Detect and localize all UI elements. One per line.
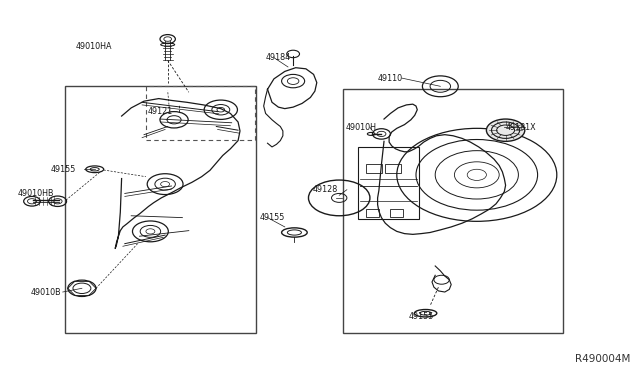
Text: 49181X: 49181X <box>506 123 536 132</box>
Text: 49010HB: 49010HB <box>18 189 54 198</box>
Bar <box>385 164 401 173</box>
Text: 49010B: 49010B <box>31 288 61 296</box>
Text: 49155: 49155 <box>50 165 76 174</box>
Bar <box>366 209 379 217</box>
Bar <box>343 89 563 333</box>
Text: R490004M: R490004M <box>575 354 630 364</box>
Text: 49010H: 49010H <box>346 123 376 132</box>
Bar <box>65 86 256 333</box>
Text: 49184: 49184 <box>266 53 291 62</box>
Bar <box>146 86 255 140</box>
Text: 49110: 49110 <box>378 74 403 83</box>
Text: 49121: 49121 <box>148 107 173 116</box>
Bar <box>390 209 403 217</box>
Text: 49128: 49128 <box>312 185 337 194</box>
Text: 49155: 49155 <box>408 312 434 321</box>
Circle shape <box>486 119 525 141</box>
Text: 49155: 49155 <box>259 213 285 222</box>
Text: 49010HA: 49010HA <box>76 42 112 51</box>
Bar <box>358 147 419 219</box>
Bar <box>366 164 382 173</box>
